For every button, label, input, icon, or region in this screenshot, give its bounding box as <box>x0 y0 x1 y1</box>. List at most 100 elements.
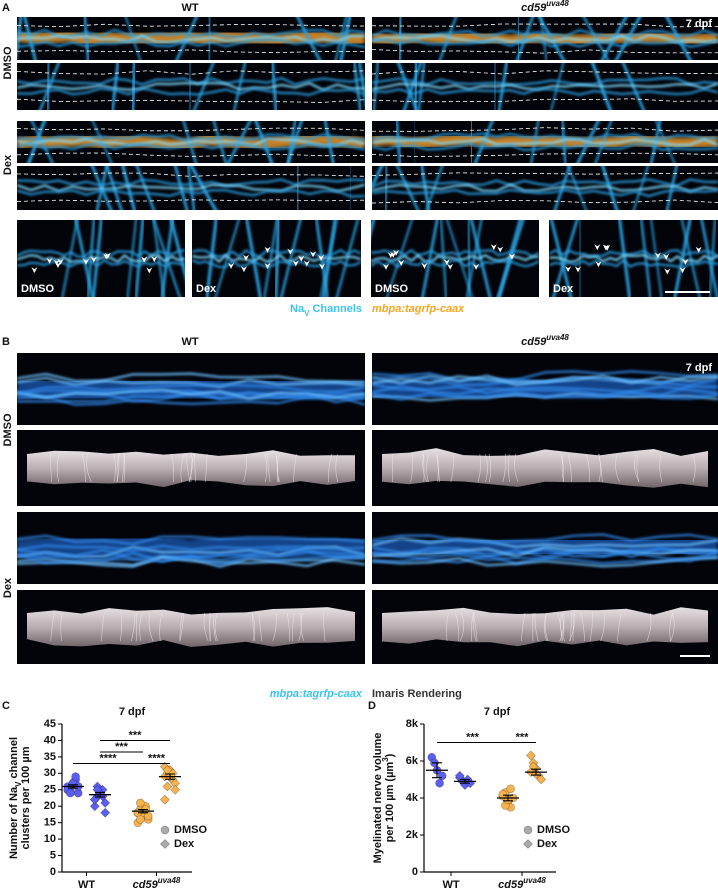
branch <box>286 121 303 163</box>
cell-edge <box>258 612 263 642</box>
arrowhead <box>243 254 250 261</box>
arrowhead <box>393 249 400 256</box>
nerve-outline <box>372 70 718 75</box>
text-part: uva48 <box>546 333 569 342</box>
error-bar <box>138 808 148 814</box>
fiber <box>372 556 718 568</box>
branch <box>358 63 365 105</box>
axon <box>371 249 539 258</box>
cell-edge <box>585 453 590 483</box>
column-header: WT <box>181 2 198 14</box>
branch <box>86 220 96 297</box>
axon <box>17 39 365 48</box>
cell-edge <box>472 612 477 642</box>
cell-edge <box>120 612 122 642</box>
axon <box>372 188 718 198</box>
legend-entry: Imaris Rendering <box>372 688 462 700</box>
arrowhead <box>303 260 310 267</box>
arrowhead <box>447 263 454 270</box>
legend-label: Dex <box>537 838 558 850</box>
error-bar <box>432 762 442 779</box>
axon <box>372 137 718 147</box>
cell-edge <box>100 612 105 642</box>
branch <box>233 63 247 110</box>
cell-edge <box>188 453 193 483</box>
text-part: uva48 <box>158 876 181 885</box>
significance-label: *** <box>115 741 129 753</box>
fiber <box>372 385 718 397</box>
axon <box>17 82 365 92</box>
branch <box>665 166 678 210</box>
axon <box>17 254 185 264</box>
arrowhead <box>574 266 581 273</box>
panel-label: B <box>2 336 10 348</box>
branch <box>466 220 483 297</box>
fiber <box>372 547 718 558</box>
nerve-outline <box>372 152 718 157</box>
rendering <box>27 607 355 647</box>
row-label: Dex <box>2 577 14 598</box>
branch <box>287 121 297 163</box>
micrograph <box>17 590 365 664</box>
axon <box>549 258 718 268</box>
cell-edge <box>617 612 622 642</box>
cell-edge <box>436 453 439 483</box>
y-tick-label: 20 <box>44 800 56 812</box>
text-part: 3 <box>381 757 390 762</box>
text-part: cd59 <box>133 879 159 890</box>
cell-edge <box>543 612 548 642</box>
text-part: clusters per 100 µm <box>20 746 32 849</box>
text-part: Myelinated nerve volume <box>372 733 384 864</box>
micrographs: DMSO Dex DMSO Dex <box>17 17 718 664</box>
nerve-outline <box>372 127 718 132</box>
cell-edge <box>459 612 465 642</box>
cell-edge <box>266 453 271 483</box>
micrograph <box>372 166 718 210</box>
arrowhead <box>151 256 158 263</box>
fiber <box>17 534 365 546</box>
axon <box>17 183 365 193</box>
cell-edge <box>450 453 454 483</box>
branch <box>402 63 422 110</box>
arrowhead <box>298 255 305 262</box>
y-tick-label: 25 <box>44 784 56 796</box>
y-tick-label: 0 <box>50 866 56 878</box>
arrowhead <box>604 244 611 251</box>
cell-edge <box>514 453 519 483</box>
cell-edge <box>659 453 663 483</box>
y-tick-label: 8k <box>406 718 419 730</box>
fiber <box>17 554 365 566</box>
data-point <box>162 781 173 792</box>
x-tick-label: cd59uva48 <box>498 876 546 890</box>
arrowhead <box>83 258 90 265</box>
arrowhead <box>310 251 317 258</box>
cell-edge <box>287 612 291 642</box>
text-part: WT <box>181 336 198 348</box>
rendering <box>382 448 708 488</box>
branch <box>372 63 379 110</box>
cell-edge <box>567 453 572 483</box>
arrowhead <box>473 263 480 270</box>
fiber <box>372 537 718 548</box>
cell-edge <box>568 612 575 642</box>
data-point <box>170 784 181 795</box>
y-tick-label: 15 <box>44 817 56 829</box>
cell-edge <box>185 453 191 483</box>
error-bar <box>68 784 78 789</box>
micrograph <box>17 512 365 584</box>
arrowhead <box>421 262 428 269</box>
branch <box>83 17 90 60</box>
axon <box>17 137 365 147</box>
branch <box>560 121 567 163</box>
cell-edge <box>559 612 564 642</box>
branch <box>193 63 215 110</box>
data-point <box>506 784 515 794</box>
arrowhead <box>103 253 110 260</box>
text-part: Number of Na <box>8 786 20 859</box>
fiber <box>372 546 718 558</box>
branch <box>655 121 676 163</box>
text-part: cd59 <box>521 2 547 14</box>
row-label: DMSO <box>2 46 14 79</box>
arrowhead <box>565 266 572 273</box>
data-point <box>100 807 111 818</box>
